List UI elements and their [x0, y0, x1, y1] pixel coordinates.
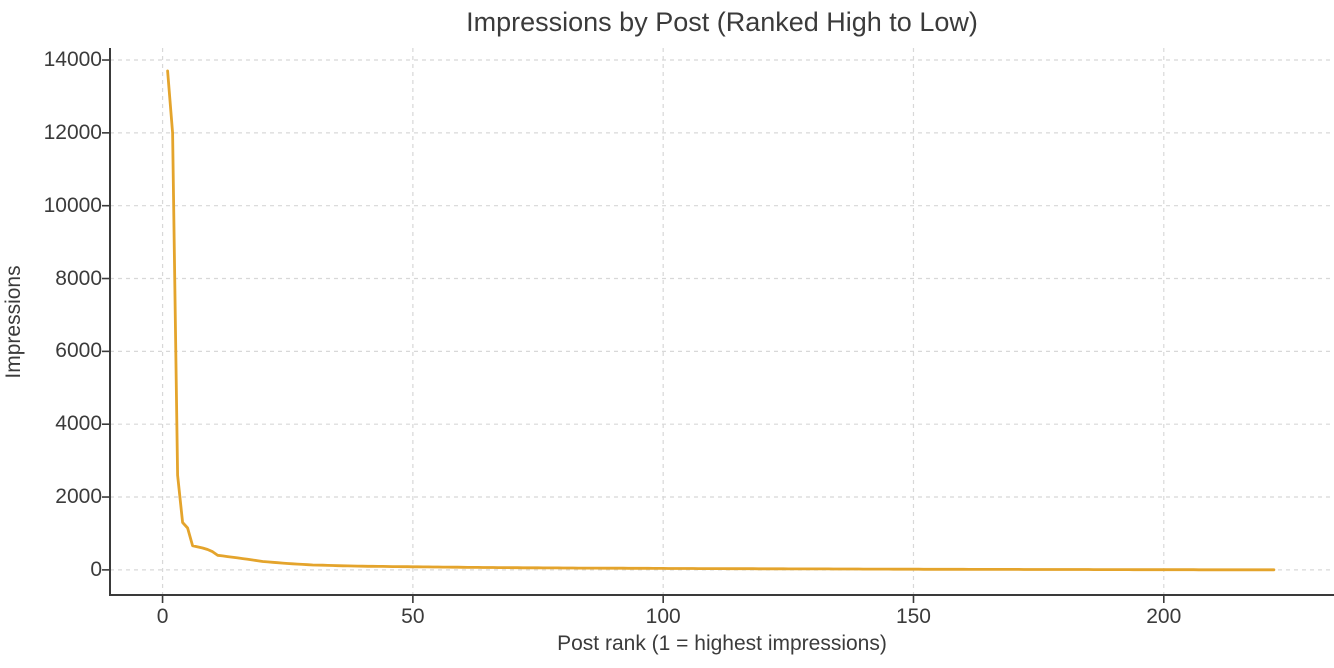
- y-tick-label: 2000: [55, 485, 102, 509]
- x-tick-label: 150: [895, 605, 931, 628]
- y-tick-label: 14000: [43, 48, 102, 72]
- x-axis-label: Post rank (1 = highest impressions): [557, 632, 887, 655]
- y-tick-label: 8000: [55, 266, 102, 290]
- y-tick-label: 10000: [43, 193, 102, 217]
- y-tick-label: 0: [90, 557, 102, 581]
- x-tick-label: 0: [156, 605, 169, 628]
- y-tick-label: 12000: [43, 120, 102, 144]
- x-tick-label: 100: [645, 605, 681, 628]
- chart-title: Impressions by Post (Ranked High to Low): [466, 7, 978, 37]
- x-tick-label: 200: [1146, 605, 1182, 628]
- y-tick-label: 4000: [55, 412, 102, 436]
- y-tick-label: 6000: [55, 339, 102, 363]
- x-tick-label: 50: [401, 605, 425, 628]
- impressions-data-line: [166, 69, 1276, 572]
